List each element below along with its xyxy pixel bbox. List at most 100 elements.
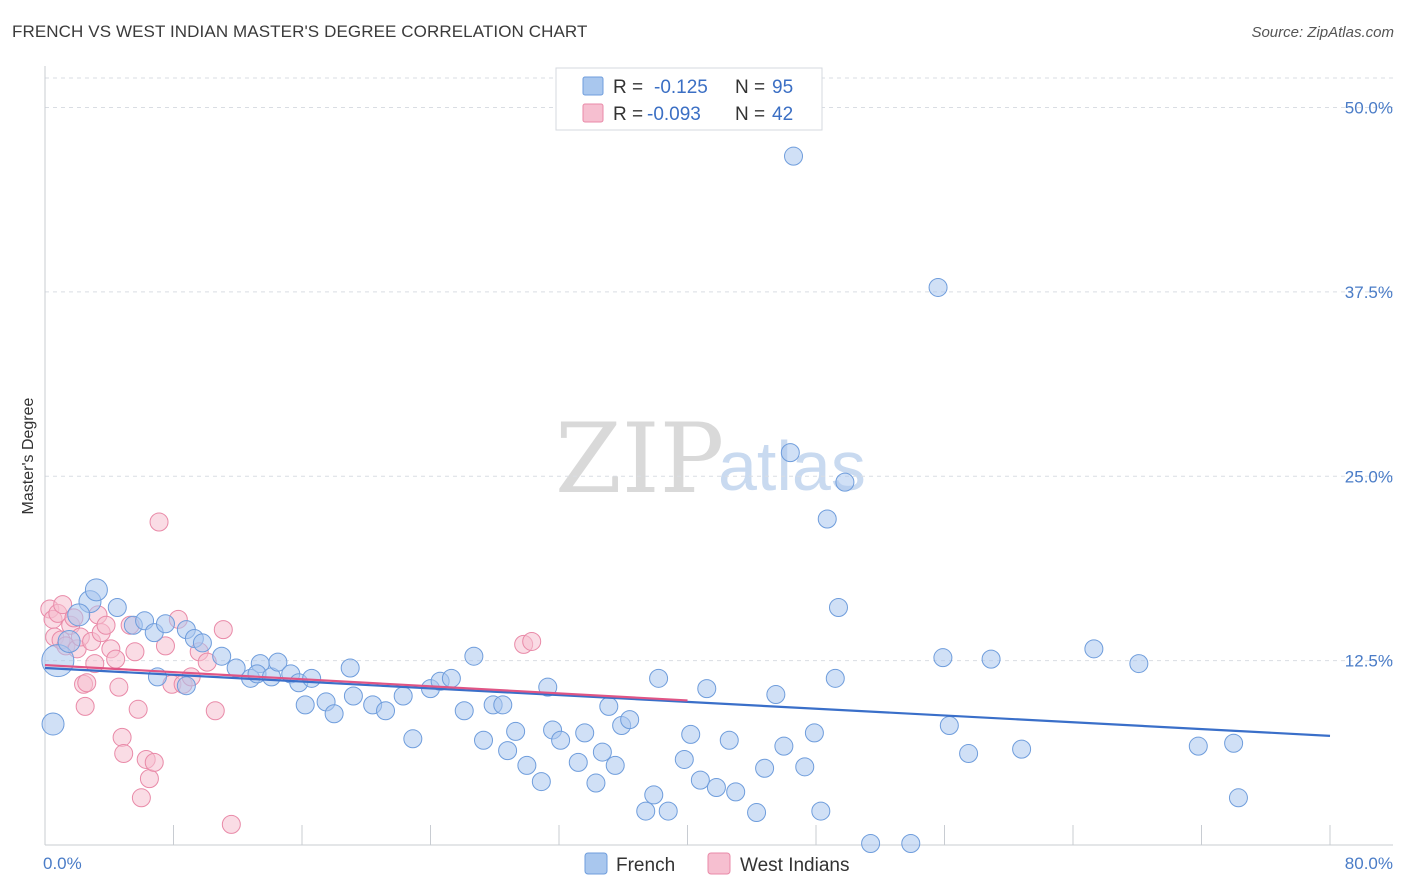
legend-r-label-french: R = [613,77,643,98]
french-point [568,752,588,772]
french-point [706,777,726,797]
french-point [441,668,461,688]
legend-r-value-west-indians: -0.093 [647,104,701,125]
french-point [658,801,678,821]
french-point [268,652,288,672]
west-indians-point [77,673,97,693]
x-tick-labels: 0.0% 80.0% [43,854,1393,873]
french-point [861,834,881,854]
french-point [981,649,1001,669]
french-point [155,614,175,634]
french-point [592,742,612,762]
gridlines [45,77,1393,662]
west-indians-point [128,699,148,719]
west-indians-points [40,512,542,834]
legend-n-value-west-indians: 42 [772,104,793,125]
french-point [620,710,640,730]
french-point [747,803,767,823]
west-indians-point [213,620,233,640]
west-indians-point [106,649,126,669]
french-points [41,146,1248,854]
french-point [719,730,739,750]
french-point [780,443,800,463]
source-credit: Source: ZipAtlas.com [1251,24,1394,41]
french-point [506,721,526,741]
french-point [498,741,518,761]
french-point [464,646,484,666]
french-point [795,757,815,777]
french-point [636,801,656,821]
y-tick-label: 25.0% [1345,467,1393,486]
watermark-atlas: atlas [718,427,866,505]
french-point [1129,654,1149,674]
french-point [674,749,694,769]
french-point [1084,639,1104,659]
french-point [84,578,108,602]
french-point [784,146,804,166]
french-point [828,598,848,618]
west-indians-point [53,595,73,615]
french-point [644,785,664,805]
french-point [575,723,595,743]
french-point [192,633,212,653]
legend-swatch-west-indians [582,103,604,123]
french-point [454,701,474,721]
french-point [726,782,746,802]
west-indians-point [139,769,159,789]
french-point [811,801,831,821]
west-indians-point [221,814,241,834]
watermark-zip: ZIP [555,403,724,515]
watermark: ZIP atlas [555,403,866,515]
french-point [107,598,127,618]
west-indians-point [149,512,169,532]
french-point [493,695,513,715]
french-point [766,685,786,705]
axes [44,66,1393,846]
bottom-legend-label-west-indians: West Indians [740,855,849,876]
bottom-legend-label-french: French [616,855,675,876]
legend-n-label-french: N = [735,77,765,98]
french-point [376,701,396,721]
french-point [324,704,344,724]
west-indians-point [155,636,175,656]
french-point [1012,739,1032,759]
legend-r-label-west-indians: R = [613,104,643,125]
french-point [825,668,845,688]
y-tick-label: 50.0% [1345,99,1393,118]
trend-lines [44,663,1331,737]
french-point [599,696,619,716]
y-axis-label: Master's Degree [20,397,37,514]
bottom-legend: French West Indians [584,852,849,876]
french-trend-line [44,666,1331,737]
west-indians-point [125,642,145,662]
french-point [531,772,551,792]
y-tick-label: 37.5% [1345,283,1393,302]
french-point [212,646,232,666]
west-indians-point [114,744,134,764]
west-indians-point [522,631,542,651]
bottom-legend-swatch-french [584,852,608,875]
french-point [474,730,494,750]
french-point [1228,788,1248,808]
french-point [1224,733,1244,753]
french-point [1188,736,1208,756]
french-point [901,834,921,854]
french-point [835,472,855,492]
french-point [605,755,625,775]
bottom-legend-swatch-west-indians [707,852,731,875]
french-point [690,770,710,790]
french-point [681,724,701,744]
west-indians-point [205,701,225,721]
french-point [67,603,91,627]
west-indians-point [96,615,116,635]
french-point [928,277,948,297]
french-point [57,629,81,653]
french-point [176,676,196,696]
french-point [697,679,717,699]
chart-title: FRENCH VS WEST INDIAN MASTER'S DEGREE CO… [12,22,588,41]
french-point [933,648,953,668]
french-point [343,686,363,706]
french-point [586,773,606,793]
french-point [403,729,423,749]
